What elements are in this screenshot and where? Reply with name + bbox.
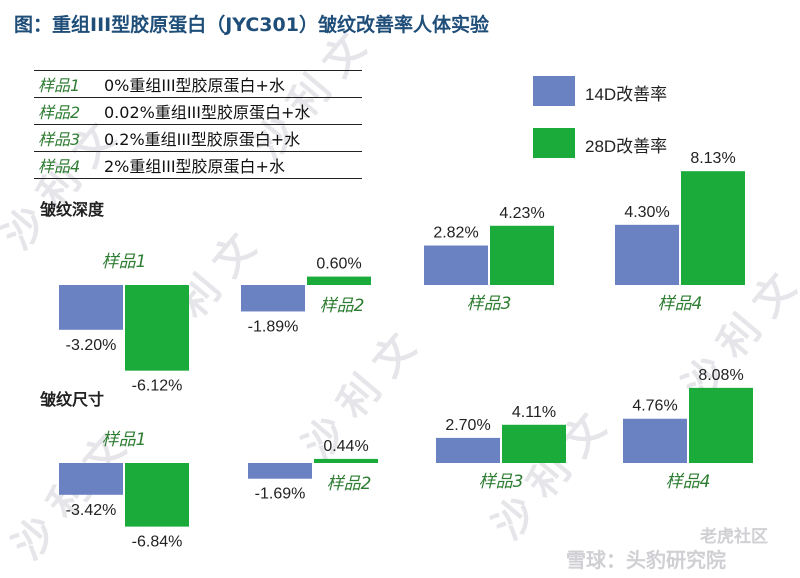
- category-label: 样品4: [666, 472, 711, 492]
- bar-14d: [436, 437, 500, 463]
- sample-legend-table: 样品1 0%重组III型胶原蛋白+水 样品2 0.02%重组III型胶原蛋白+水…: [34, 70, 362, 179]
- bar-28d: [307, 276, 371, 285]
- bar-28d: [125, 463, 189, 527]
- bar-14d: [241, 285, 305, 312]
- sample-row: 样品1 0%重组III型胶原蛋白+水: [34, 70, 362, 98]
- bar-14d: [248, 463, 312, 479]
- data-label: 8.13%: [690, 150, 735, 167]
- category-label: 样品2: [327, 474, 372, 494]
- data-label: -6.84%: [132, 534, 183, 551]
- legend-swatch-28d: [533, 128, 575, 158]
- data-label: -1.89%: [248, 318, 299, 335]
- brand-watermark-left: 雪球：头豹研究院: [566, 548, 726, 572]
- data-label: 4.76%: [632, 398, 677, 415]
- bar-14d: [623, 418, 687, 463]
- bar-14d: [424, 245, 488, 285]
- data-label: 2.70%: [445, 417, 490, 434]
- sample-row: 样品2 0.02%重组III型胶原蛋白+水: [34, 97, 362, 125]
- legend-label-14d: 14D改善率: [585, 85, 668, 104]
- bar-28d: [490, 225, 554, 285]
- chart-title: 图：重组III型胶原蛋白（JYC301）皱纹改善率人体实验: [14, 14, 489, 36]
- bar-14d: [59, 463, 123, 495]
- data-label: -1.69%: [255, 486, 306, 503]
- data-label: 8.08%: [698, 367, 743, 384]
- bar-28d: [314, 458, 378, 463]
- brand-watermark-right: 老虎社区: [700, 527, 768, 547]
- sample-desc: 2%重组III型胶原蛋白+水: [100, 151, 362, 179]
- data-label: 0.60%: [316, 256, 361, 273]
- legend-label-28d: 28D改善率: [585, 137, 668, 156]
- bar-14d: [59, 285, 123, 330]
- panel-title: 皱纹尺寸: [39, 390, 104, 409]
- category-label: 样品1: [102, 430, 147, 450]
- data-label: 2.82%: [433, 225, 478, 242]
- category-label: 样品3: [467, 294, 512, 314]
- data-label: 4.23%: [499, 205, 544, 222]
- data-label: 4.11%: [512, 404, 556, 421]
- panel-title: 皱纹深度: [39, 200, 105, 219]
- data-label: -3.20%: [66, 337, 117, 354]
- sample-name: 样品3: [34, 124, 100, 152]
- legend-swatch-14d: [533, 76, 575, 106]
- bar-28d: [502, 424, 566, 463]
- data-label: -6.12%: [132, 378, 183, 395]
- bar-28d: [681, 171, 745, 285]
- bar-28d: [689, 387, 753, 463]
- data-label: 0.44%: [323, 438, 368, 455]
- bar-14d: [615, 224, 679, 285]
- data-label: 4.30%: [624, 204, 669, 221]
- category-label: 样品1: [102, 252, 147, 272]
- data-label: -3.42%: [66, 502, 117, 519]
- category-label: 样品3: [479, 472, 524, 492]
- sample-row: 样品4 2%重组III型胶原蛋白+水: [34, 151, 362, 179]
- category-label: 样品4: [658, 294, 703, 314]
- bar-28d: [125, 285, 189, 371]
- sample-name: 样品4: [34, 151, 100, 179]
- category-label: 样品2: [320, 296, 365, 316]
- sample-desc: 0%重组III型胶原蛋白+水: [100, 70, 362, 98]
